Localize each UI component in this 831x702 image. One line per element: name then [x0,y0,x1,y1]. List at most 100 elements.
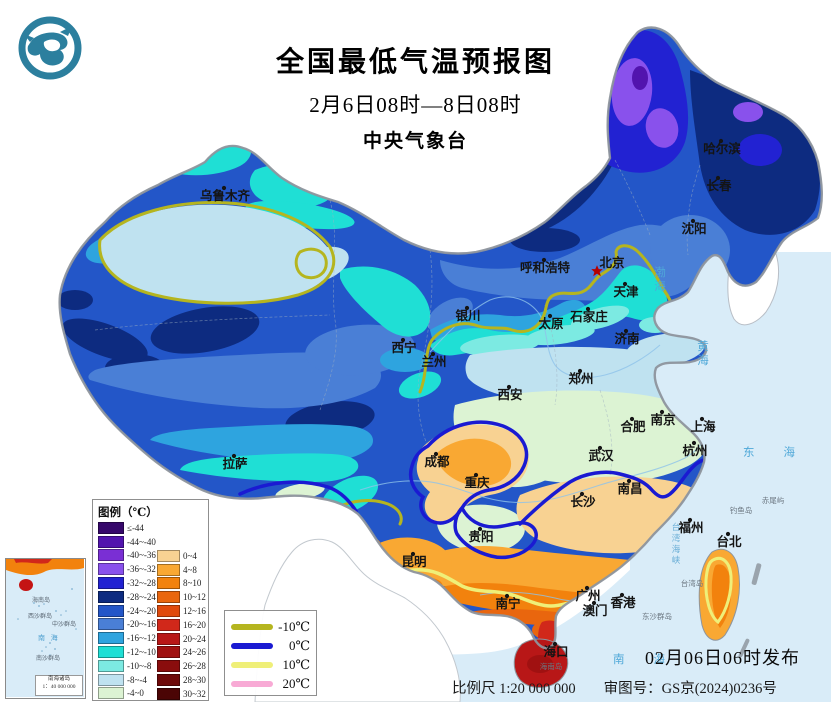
legend-swatch [98,521,124,534]
contour-line-swatch [231,623,273,630]
legend-label: -4~0 [127,688,144,699]
contour-line-swatch [231,680,273,687]
city-label: 银川 [455,308,480,323]
china-border [58,26,823,650]
sea-label: 黄海 [697,339,711,367]
legend-label: 28~30 [183,675,206,686]
legend-swatch [98,590,124,603]
city-marker: 福州 [677,517,704,535]
cma-logo-icon [18,16,82,80]
city-marker-capital: 北京 [591,255,625,277]
legend-swatch [157,646,180,659]
contour-legend-item: 0℃ [231,636,310,655]
legend-title: 图例（℃） [98,507,158,519]
islands [513,548,762,688]
island-label: 钓鱼岛 [730,505,753,515]
sea-label: 渤海 [654,266,668,293]
city-marker: 银川 [455,305,481,323]
city-label: 昆明 [401,554,426,569]
legend-item: -44~-40 [98,535,156,549]
inset-label: 西沙群岛 [28,614,53,620]
sea-label: 台湾海峡 [672,522,681,565]
legend-column-warm: 0~4 4~8 8~10 10~12 12~16 16~20 20~24 24~26 26~28… [157,549,206,701]
legend-item: -12~-10 [98,645,156,659]
city-label: 重庆 [464,475,490,490]
contour-line-swatch [231,642,273,649]
legend-label: 8~10 [183,578,202,589]
legend-label: -32~-28 [127,578,156,589]
legend-item: -10~-8 [98,659,156,673]
legend-swatch [157,563,180,576]
contour-line-label: -10℃ [278,618,310,634]
legend-swatch [98,604,124,617]
legend-label: 20~24 [183,633,206,644]
city-marker: 昆明 [401,551,427,569]
city-marker: 海口 [543,641,569,659]
legend-item: -32~-28 [98,576,156,590]
inset-scale: 1：40 000 000 [42,683,76,690]
legend-swatch [157,632,180,645]
city-label: 成都 [424,454,450,469]
city-marker: 天津 [613,281,639,299]
legend-label: 30~32 [183,688,206,699]
contour-line-legend: -10℃ 0℃ 10℃ 20℃ [224,610,317,696]
legend-item: -28~-24 [98,590,156,604]
legend-item: 8~10 [157,577,206,591]
city-label: 海口 [543,644,568,659]
legend-swatch [157,674,180,687]
island-label: 东沙群岛 [642,611,672,621]
legend-swatch [98,659,124,672]
contour-line-label: 0℃ [288,637,310,653]
sea-label: 东 海 [743,445,797,459]
legend-item: -40~-36 [98,549,156,563]
city-label: 广州 [575,588,600,603]
legend-item: 16~20 [157,618,206,632]
approval-number: 审图号：GS京(2024)0236号 [603,681,777,697]
city-label: 南昌 [617,481,642,496]
legend-label: -40~-36 [127,550,156,561]
cma-logo [10,8,90,88]
legend-swatch [98,646,124,659]
city-marker: 长沙 [570,491,596,509]
city-marker: 南宁 [495,593,521,611]
inset-label: 南沙群岛 [36,656,61,662]
city-label: 贵阳 [468,529,493,544]
temperature-legend: 图例（℃） ≤-44 -44~-40 -40~-36 -36~-32 -32~-28 -2… [92,499,209,701]
legend-swatch [98,577,124,590]
inset-caption-box: 南海诸岛 1：40 000 000 [35,675,83,696]
city-marker: 香港 [609,592,636,610]
city-label: 澳门 [582,603,607,618]
inset-label: 海南岛 [32,598,51,604]
city-label: 北京 [599,255,625,270]
city-marker: 重庆 [464,472,490,490]
legend-item: 28~30 [157,673,206,687]
legend-swatch [98,535,124,548]
island-label: 赤尾屿 [762,496,785,505]
city-label: 济南 [614,331,640,346]
city-label: 太原 [538,316,564,331]
legend-label: -20~-16 [127,619,156,630]
legend-item: -20~-16 [98,618,156,632]
contour-legend-item: -10℃ [231,617,310,636]
legend-item: 20~24 [157,632,206,646]
city-label: 郑州 [568,371,593,386]
publish-time: 02月06日06时发布 [645,648,800,668]
contour-legend-item: 10℃ [231,655,310,674]
rivers-and-borders [94,159,707,602]
island-label: 台湾岛 [681,578,704,588]
legend-label: -16~-12 [127,633,156,644]
contour-line-label: 10℃ [282,656,310,672]
city-label: 哈尔滨 [703,141,741,156]
city-label: 西宁 [391,340,416,355]
legend-item: -4~0 [98,687,156,701]
city-marker: 石家庄 [569,306,608,324]
legend-item: 0~4 [157,549,206,563]
city-label: 呼和浩特 [520,260,571,275]
legend-label: -24~-20 [127,605,156,616]
south-china-sea-inset: 南海诸岛 1：40 000 000 海南岛 西沙群岛 中沙群岛南 海南沙群岛 [5,558,86,699]
legend-item: ≤-44 [98,521,156,535]
legend-item: -36~-32 [98,562,156,576]
